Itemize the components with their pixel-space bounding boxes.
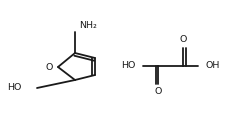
Text: OH: OH (206, 62, 220, 71)
Text: HO: HO (121, 62, 135, 71)
Text: O: O (46, 62, 53, 72)
Text: HO: HO (8, 83, 22, 93)
Text: O: O (179, 35, 187, 45)
Text: O: O (154, 88, 162, 96)
Text: NH₂: NH₂ (79, 20, 97, 30)
